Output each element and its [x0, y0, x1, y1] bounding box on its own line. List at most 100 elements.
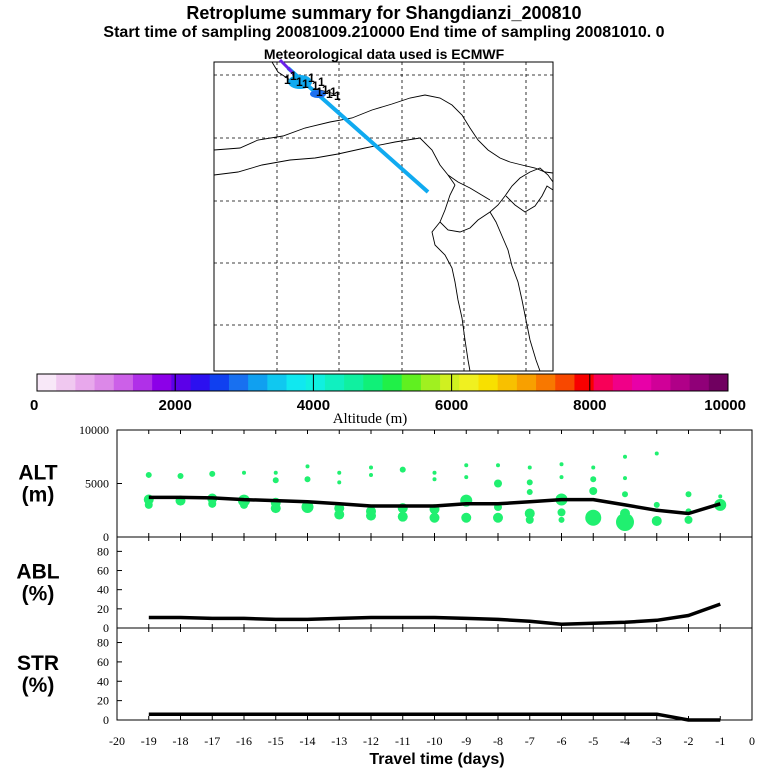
map-gridlines — [214, 62, 553, 371]
scatter-point — [369, 465, 373, 470]
map-marker-label: 1 — [308, 71, 315, 85]
map-marker-label: 1 — [316, 85, 323, 99]
x-tick-label: -9 — [461, 734, 471, 748]
scatter-point — [653, 501, 660, 508]
colorbar-tick-label: 4000 — [297, 397, 330, 414]
met-data-note: Meteorological data used is ECMWF — [263, 46, 505, 62]
map-marker-label: 1 — [296, 75, 303, 89]
colorbar-cell — [305, 374, 326, 391]
scatter-point — [493, 512, 503, 523]
colorbar: 0 2000 4000 6000 8000 10000 Altitude (m) — [30, 373, 746, 427]
x-tick-label: -6 — [557, 734, 567, 748]
scatter-point — [305, 464, 310, 469]
colorbar-cell — [708, 374, 729, 391]
panel-frame — [116, 627, 753, 721]
map-marker-label: 1 — [312, 79, 319, 93]
scatter-point — [432, 470, 437, 475]
scatter-point — [208, 499, 217, 508]
colorbar-cell — [248, 374, 268, 391]
scatter-point — [301, 501, 314, 514]
colorbar-frame — [36, 373, 729, 392]
colorbar-tick-label: 2000 — [159, 397, 192, 414]
y-tick-label: 40 — [97, 674, 109, 688]
colorbar-cell — [401, 374, 422, 391]
scatter-point — [270, 503, 281, 514]
map-marker-label: 1 — [326, 87, 333, 101]
scatter-point — [616, 513, 634, 532]
y-tick-label: 0 — [103, 621, 109, 635]
panel-ylabel: ABL — [16, 561, 59, 584]
x-tick-label: -16 — [236, 734, 252, 748]
map-marker-label: 1 — [318, 75, 325, 89]
x-tick-label: -11 — [395, 734, 411, 748]
scatter-point — [366, 510, 376, 521]
panel-ylabel: ALT — [18, 462, 57, 485]
scatter-point — [651, 515, 662, 526]
map-marker-label: 1 — [290, 69, 297, 83]
scatter-point — [557, 508, 566, 517]
x-tick-label: -13 — [331, 734, 347, 748]
colorbar-cell — [94, 374, 115, 391]
x-tick-label: -10 — [427, 734, 443, 748]
series-line — [148, 495, 721, 516]
x-tick-label: -5 — [588, 734, 598, 748]
map-marker-label: 1 — [334, 89, 341, 103]
scatter-point — [304, 476, 311, 483]
plume-blob — [288, 75, 312, 89]
y-tick-label: 20 — [97, 694, 109, 708]
colorbar-cell — [382, 374, 403, 391]
x-tick-label: -2 — [684, 734, 694, 748]
colorbar-cell — [286, 374, 307, 391]
colorbar-cell — [670, 374, 691, 391]
scatter-point — [337, 470, 342, 475]
scatter-point — [429, 512, 440, 523]
scatter-point — [685, 491, 692, 498]
x-tick-label: -20 — [109, 734, 125, 748]
x-axis: Travel time (days) -20 -19 -18 -17 -16 -15 -14… — [109, 734, 755, 768]
colorbar-cell — [228, 374, 249, 391]
scatter-point — [464, 463, 469, 468]
scatter-point — [272, 477, 279, 484]
y-tick-label: 5000 — [85, 477, 109, 491]
colorbar-cell — [324, 374, 345, 391]
x-tick-label: -4 — [620, 734, 630, 748]
series-line — [148, 712, 721, 722]
colorbar-cell — [459, 374, 479, 391]
colorbar-cell — [593, 374, 614, 391]
scatter-point — [526, 489, 533, 496]
scatter-point — [369, 472, 373, 477]
map-marker-label: 1 — [284, 73, 291, 87]
colorbar-tick-label: 6000 — [435, 397, 468, 414]
scatter-point — [397, 511, 408, 522]
time-series-panels: 1000050000ALT(m)806040200ABL(%)806040200… — [16, 423, 753, 727]
colorbar-cell — [497, 374, 518, 391]
colorbar-cell — [152, 374, 172, 391]
scatter-point — [623, 476, 627, 481]
y-tick-label: 0 — [103, 713, 109, 727]
colorbar-cell — [363, 374, 383, 391]
plume-blob — [310, 90, 326, 98]
y-tick-label: 80 — [97, 544, 109, 558]
scatter-point — [526, 479, 533, 486]
scatter-point — [654, 451, 659, 456]
chart-title: Retroplume summary for Shangdianzi_20081… — [186, 3, 582, 23]
colorbar-cell — [37, 374, 57, 391]
map-frame — [213, 61, 554, 372]
x-axis-title: Travel time (days) — [369, 751, 504, 768]
colorbar-cell — [420, 374, 441, 391]
colorbar-cell — [632, 374, 652, 391]
colorbar-cell — [574, 374, 595, 391]
scatter-point — [527, 465, 532, 470]
scatter-point — [461, 512, 472, 523]
scatter-point — [209, 470, 216, 477]
panel-abl: 80 60 40 20 0 ABL(%) — [16, 536, 753, 635]
scatter-point — [559, 475, 564, 480]
colorbar-tick-label: 8000 — [573, 397, 606, 414]
colorbar-tick-label: 10000 — [704, 397, 746, 414]
colorbar-cell — [555, 374, 575, 391]
map-marker-label: 1 — [330, 85, 337, 99]
y-tick-label: 60 — [97, 564, 109, 578]
y-tick-label: 10000 — [79, 423, 109, 437]
